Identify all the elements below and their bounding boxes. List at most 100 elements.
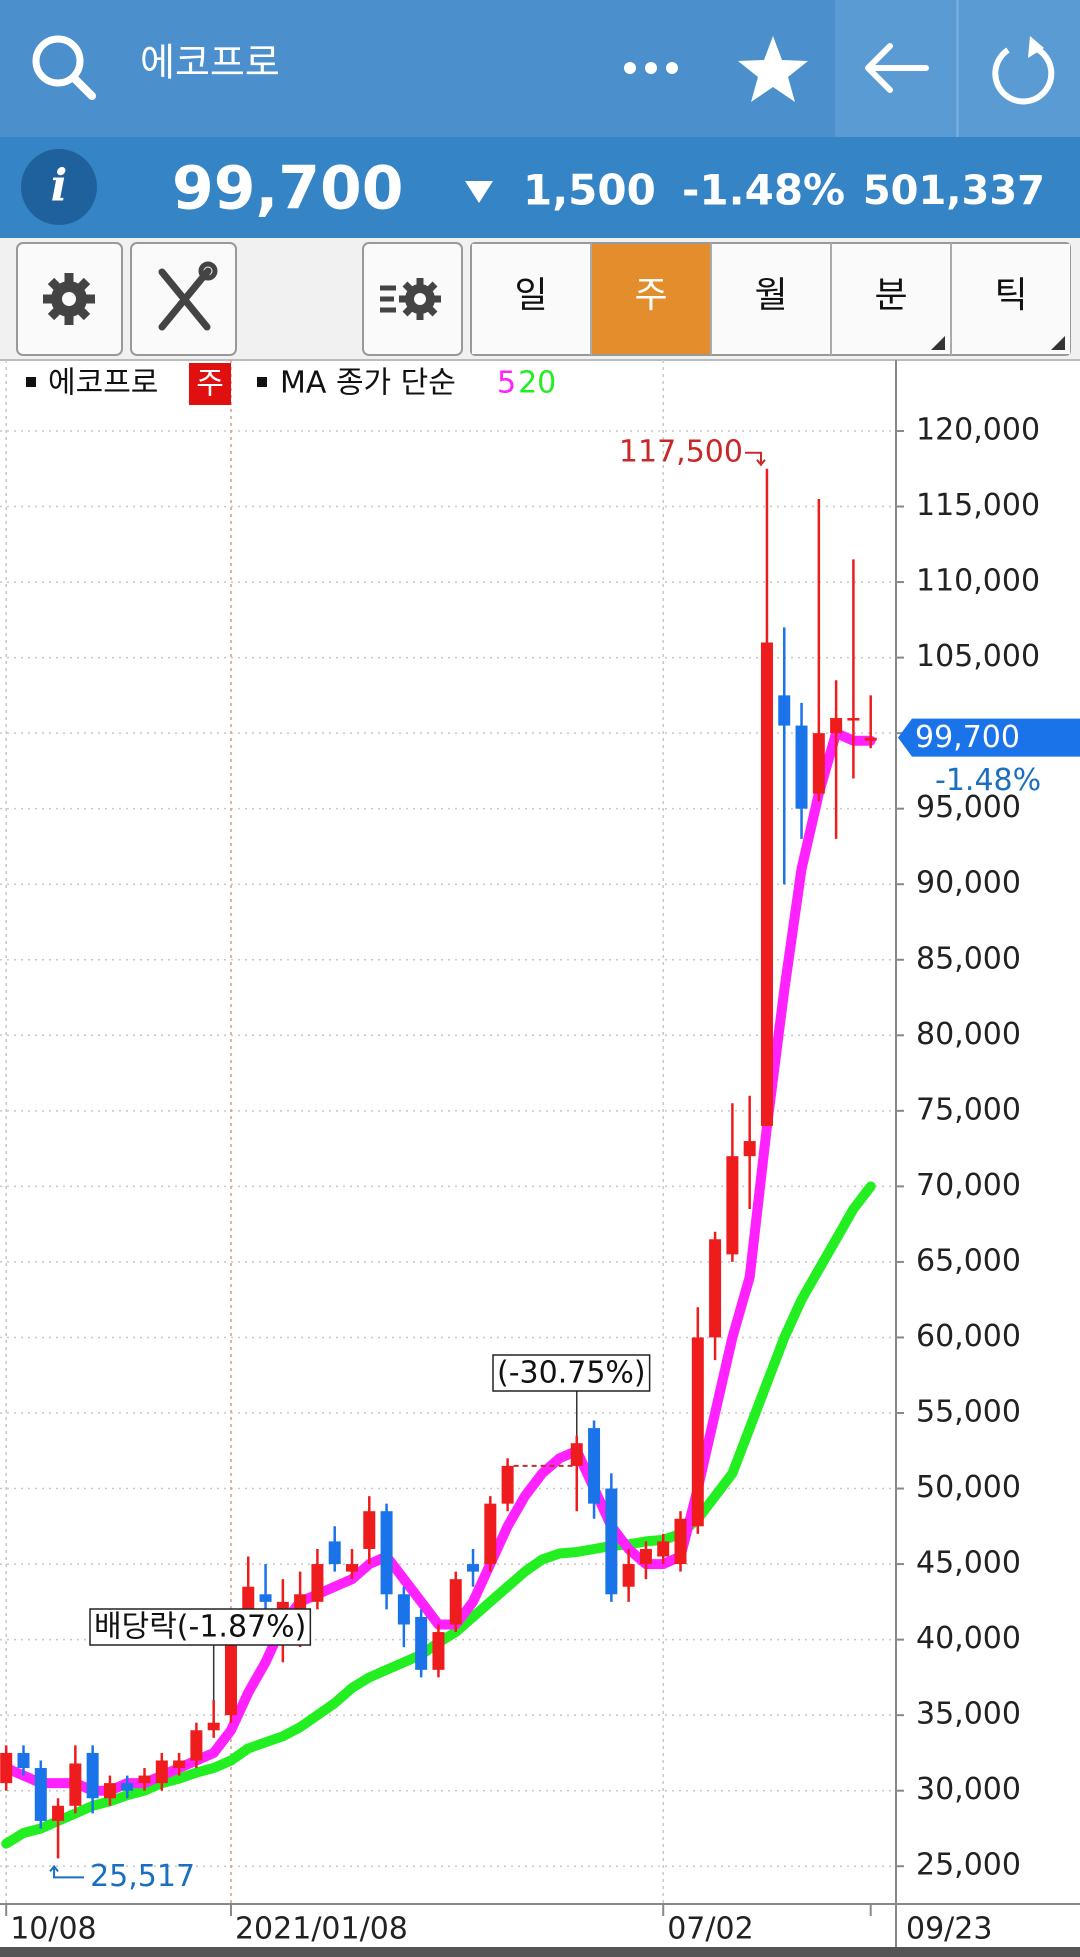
candle-body (570, 1443, 583, 1466)
y-tick-label: 55,000 (916, 1394, 1021, 1429)
candle-body (467, 1564, 480, 1572)
candle-body (363, 1511, 376, 1549)
info-icon: i (51, 161, 68, 212)
price-rate: -1.48% (682, 166, 845, 215)
tab[interactable] (712, 244, 830, 354)
price-tag-label: 99,700 (915, 720, 1020, 755)
tab-label: 분 (874, 275, 907, 316)
candle-body (380, 1511, 393, 1595)
candle-body (795, 725, 808, 809)
candle-body (52, 1805, 65, 1821)
favorite-button[interactable] (738, 36, 808, 102)
candle-body (155, 1760, 168, 1784)
y-tick-label: 25,000 (916, 1848, 1021, 1883)
candle-body (778, 695, 791, 726)
legend-bullet (26, 377, 36, 387)
candle-body (605, 1488, 618, 1595)
note-text: 배당락(-1.87%) (94, 1610, 306, 1645)
back-icon (865, 43, 929, 93)
stock-title: 에코프로 (140, 41, 280, 85)
y-tick-label: 80,000 (916, 1017, 1021, 1052)
search-icon (70, 74, 96, 100)
indicator-icon (380, 278, 441, 320)
candle-body (726, 1156, 739, 1255)
candle-body (743, 1141, 756, 1157)
candle-body (86, 1752, 99, 1799)
y-tick-label: 105,000 (916, 639, 1040, 674)
ma-line (1, 1181, 876, 1849)
legend-period-box (189, 363, 231, 405)
more-button[interactable] (624, 62, 678, 74)
y-tick-label: 65,000 (916, 1243, 1021, 1278)
x-tick-label: 09/23 (906, 1912, 992, 1947)
candle-body (691, 1337, 704, 1527)
tab-menu-mark (1051, 336, 1065, 350)
low-label: 25,517 (90, 1859, 195, 1894)
bottom-bar (0, 1947, 1080, 1957)
high-pointer (744, 451, 766, 467)
tab[interactable] (472, 244, 590, 354)
candle-body (17, 1752, 30, 1769)
legend-bullet (257, 377, 267, 387)
y-tick-label: 50,000 (916, 1470, 1021, 1505)
note-text: (-30.75%) (497, 1356, 646, 1391)
legend-series: 20 (518, 366, 556, 401)
high-label: 117,500 (619, 434, 743, 469)
candle-body (173, 1760, 186, 1769)
y-tick-label: 35,000 (916, 1697, 1021, 1732)
candle-body (812, 733, 825, 794)
candle-body (622, 1564, 635, 1587)
price-tag-rate: -1.48% (935, 763, 1041, 798)
y-tick-label: 115,000 (916, 488, 1040, 523)
candle-body (121, 1783, 134, 1791)
legend-stock: 에코프로 (48, 366, 158, 401)
y-tick-label: 95,000 (916, 790, 1021, 825)
tab[interactable] (952, 244, 1070, 354)
y-tick-label: 40,000 (916, 1621, 1021, 1656)
candle-body (0, 1752, 13, 1784)
candle-body (397, 1594, 410, 1625)
gear-icon (43, 273, 95, 325)
info-button[interactable] (21, 149, 97, 225)
refresh-icon (992, 45, 1055, 105)
chart: 25,000 30,000 35,000 40,000 45,000 50,000 55,0… (0, 360, 1080, 1947)
candle-body (138, 1775, 151, 1784)
search-button[interactable] (32, 35, 96, 100)
price-tag (898, 718, 1080, 757)
note-box (89, 1608, 312, 1646)
legend-series: 5 (497, 366, 516, 401)
down-arrow (465, 181, 493, 203)
candle-body (224, 1624, 237, 1716)
candle-body (311, 1564, 324, 1602)
tools-icon (158, 261, 218, 331)
candle-body (830, 718, 843, 734)
tab-menu-mark (931, 336, 945, 350)
candle-body (103, 1783, 116, 1799)
volume: 501,337 (863, 168, 1045, 214)
candle-body (588, 1428, 601, 1504)
y-tick-label: 90,000 (916, 866, 1021, 901)
y-tick-label: 45,000 (916, 1546, 1021, 1581)
refresh-button[interactable] (958, 0, 1080, 137)
y-tick-label: 120,000 (916, 412, 1040, 447)
candle-body (207, 1722, 220, 1731)
search-icon (32, 35, 84, 87)
candle-body (346, 1564, 358, 1572)
candle-body (259, 1594, 272, 1602)
y-tick-label: 70,000 (916, 1168, 1021, 1203)
refresh-icon (1028, 36, 1044, 58)
candle-body (415, 1616, 428, 1670)
dot (666, 62, 678, 74)
x-tick-label: 2021/01/08 (235, 1912, 408, 1947)
tab[interactable] (832, 244, 950, 354)
candle-body (639, 1548, 652, 1565)
y-tick-label: 85,000 (916, 941, 1021, 976)
current-price: 99,700 (172, 154, 404, 224)
candle-body (449, 1579, 462, 1625)
price-bar (0, 137, 1080, 238)
y-tick-label: 110,000 (916, 564, 1040, 599)
candle-body (328, 1541, 341, 1565)
tab[interactable] (592, 244, 710, 354)
